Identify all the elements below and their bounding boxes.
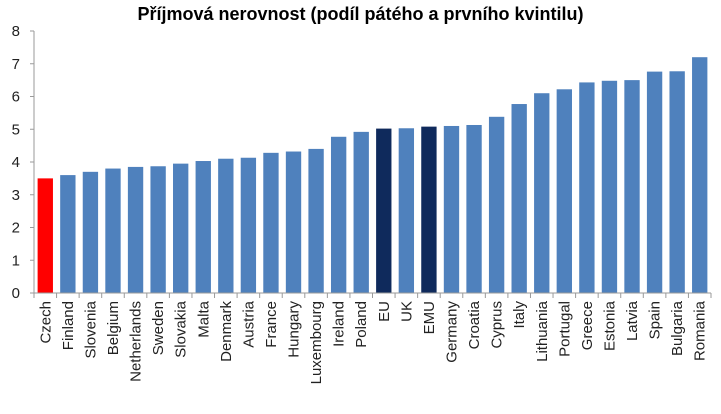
y-tick-label: 6 — [12, 89, 20, 106]
bar-sweden — [150, 166, 166, 293]
x-tick-label: EU — [376, 301, 393, 322]
x-tick-label: Portugal — [556, 301, 573, 357]
x-tick-label: Germany — [443, 301, 460, 363]
x-tick-label: Romania — [692, 300, 709, 361]
bar-ireland — [330, 136, 347, 293]
x-tick-label: Belgium — [105, 301, 122, 355]
x-tick-label: Slovakia — [173, 300, 190, 357]
bar-austria — [240, 157, 257, 293]
bar-eu — [376, 128, 392, 293]
bar-denmark — [218, 158, 234, 293]
x-tick-label: Spain — [647, 301, 664, 339]
x-tick-label: Denmark — [218, 301, 235, 362]
bar-finland — [60, 175, 76, 293]
x-tick-label: Latvia — [624, 300, 641, 341]
y-tick-label: 4 — [12, 154, 20, 171]
bar-netherlands — [127, 166, 144, 293]
x-tick-label: Czech — [37, 301, 54, 344]
bar-emu — [421, 126, 437, 293]
chart-title: Příjmová nerovnost (podíl pátého a první… — [137, 4, 584, 24]
x-tick-label: Malta — [195, 300, 212, 337]
bar-greece — [579, 82, 595, 293]
bar-uk — [398, 128, 415, 293]
bar-poland — [353, 131, 369, 293]
bar-cyprus — [488, 116, 505, 294]
x-tick-label: Cyprus — [489, 301, 506, 349]
bar-czech — [37, 178, 53, 293]
bar-spain — [646, 71, 663, 293]
x-tick-label: France — [263, 301, 280, 348]
y-tick-label: 2 — [12, 220, 20, 237]
bar-luxembourg — [308, 148, 324, 293]
bar-france — [263, 152, 279, 293]
x-tick-label: Hungary — [286, 301, 303, 358]
x-tick-label: Ireland — [331, 301, 348, 347]
bar-belgium — [105, 168, 121, 293]
x-tick-label: Estonia — [601, 300, 618, 351]
x-tick-label: Greece — [579, 301, 596, 350]
x-tick-label: Lithuania — [534, 300, 551, 362]
x-tick-label: Italy — [511, 301, 528, 329]
x-tick-label: UK — [398, 301, 415, 322]
y-tick-label: 0 — [12, 285, 20, 302]
bar-croatia — [466, 124, 482, 294]
bar-estonia — [601, 80, 618, 293]
bar-italy — [511, 104, 527, 293]
bar-hungary — [285, 151, 302, 293]
y-tick-label: 5 — [12, 121, 20, 138]
y-tick-label: 7 — [12, 56, 20, 73]
y-tick-label: 8 — [12, 23, 20, 40]
bar-lithuania — [534, 93, 550, 293]
bar-germany — [443, 125, 460, 293]
y-tick-label: 3 — [12, 187, 20, 204]
y-tick-label: 1 — [12, 252, 20, 269]
bar-slovenia — [82, 171, 99, 293]
x-tick-label: Slovenia — [82, 300, 99, 358]
x-tick-label: Poland — [353, 301, 370, 348]
bar-romania — [692, 57, 708, 294]
x-tick-label: Finland — [60, 301, 77, 350]
bar-malta — [195, 161, 211, 293]
x-tick-label: Netherlands — [128, 301, 145, 382]
bar-slovakia — [173, 163, 189, 293]
x-tick-label: Sweden — [150, 301, 167, 355]
bar-latvia — [624, 80, 640, 293]
bar-bulgaria — [669, 71, 685, 293]
bar-portugal — [556, 89, 572, 293]
x-tick-label: Bulgaria — [669, 300, 686, 356]
x-tick-label: Austria — [240, 300, 257, 347]
x-tick-label: Luxembourg — [308, 301, 325, 384]
x-tick-label: Croatia — [466, 300, 483, 349]
x-tick-label: EMU — [421, 301, 438, 334]
